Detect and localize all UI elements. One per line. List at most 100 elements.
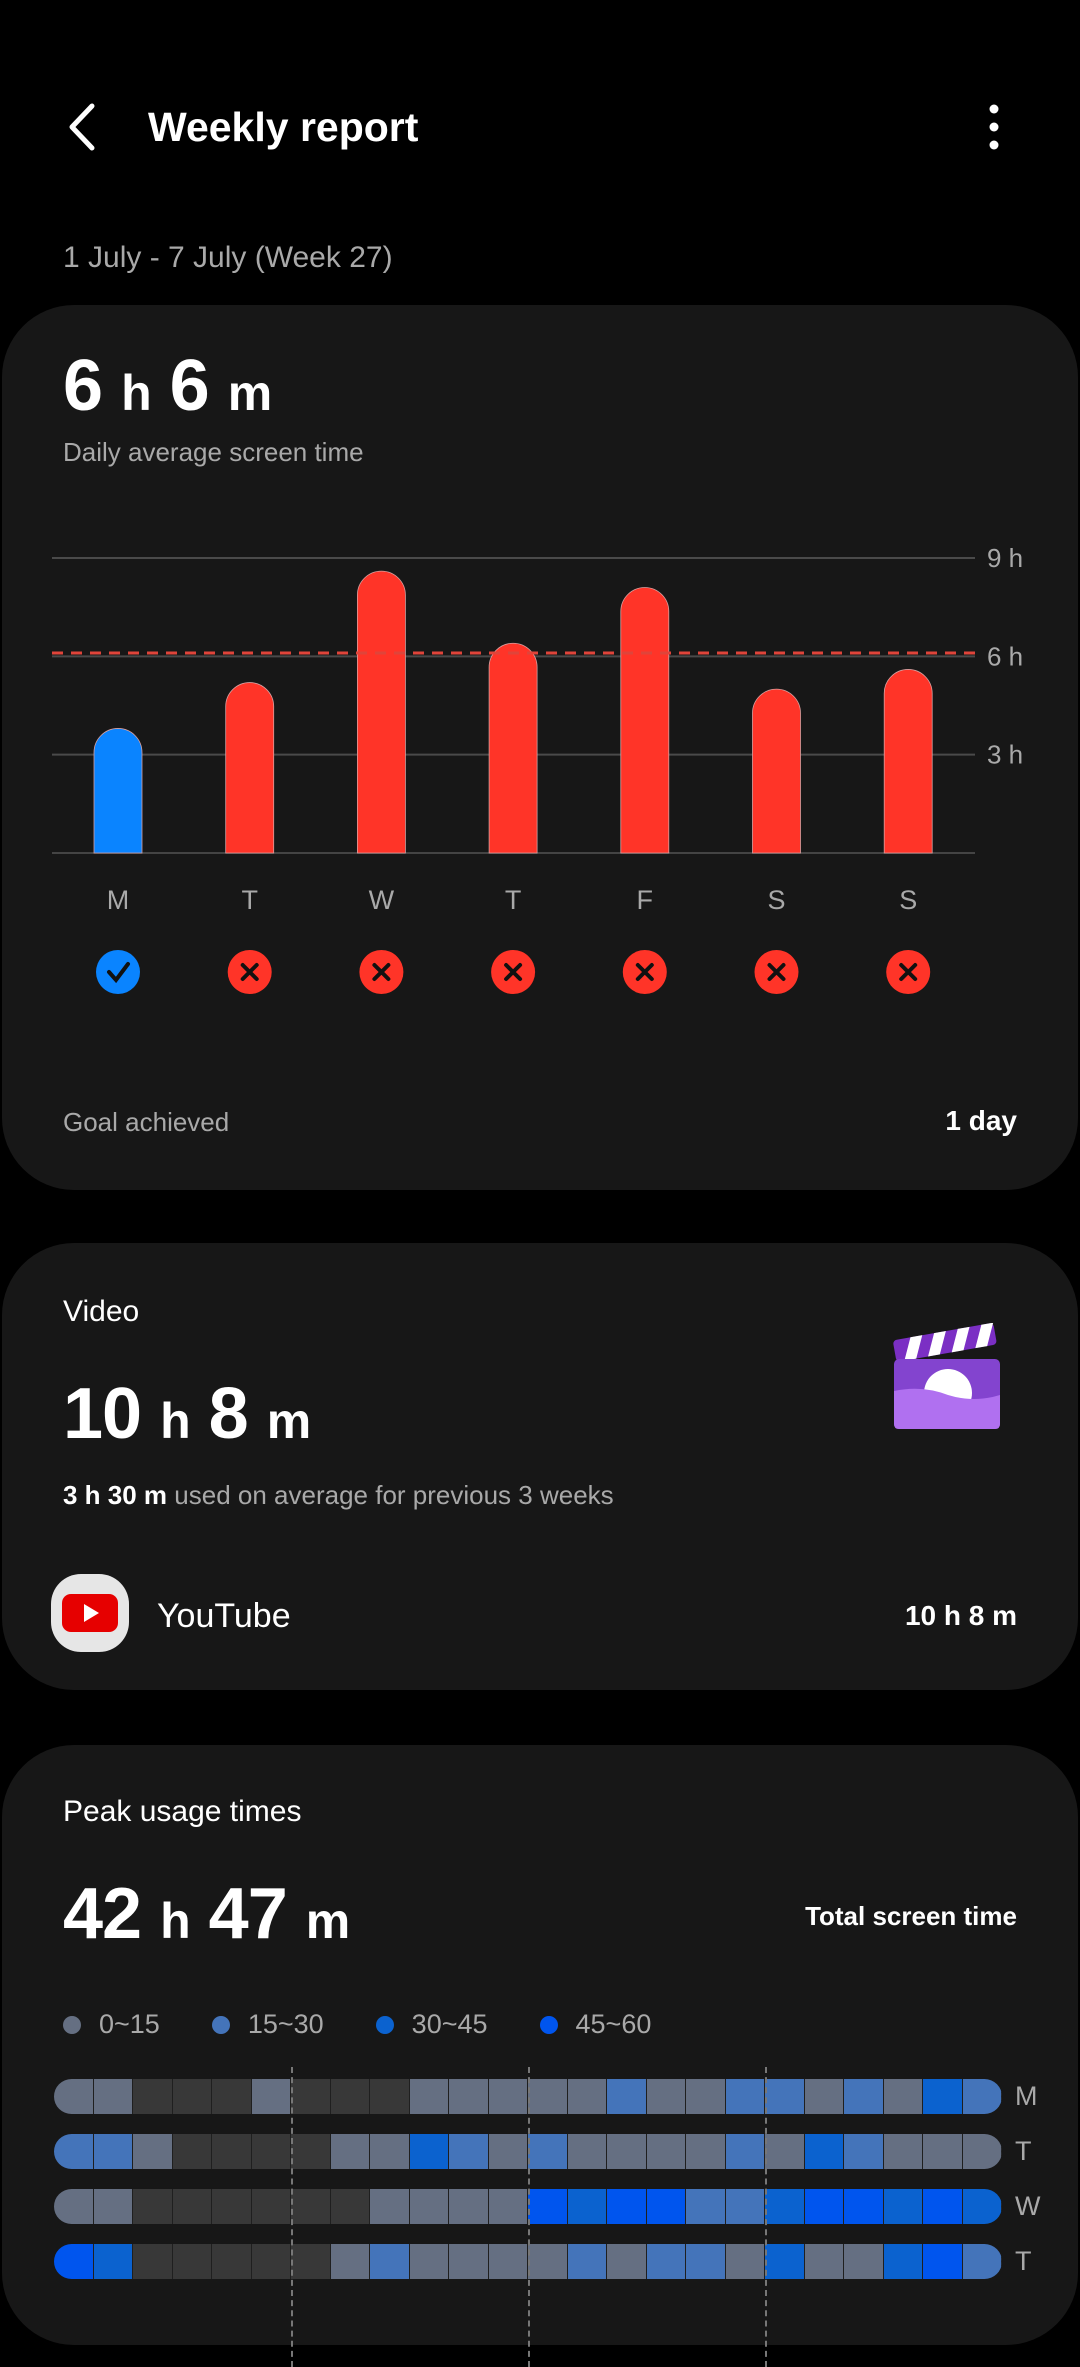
x-tick-label: S [767, 885, 785, 915]
heatmap-cell [844, 2244, 884, 2279]
bar [620, 587, 670, 854]
heatmap-day-label: W [1015, 2191, 1041, 2221]
x-tick-label: F [637, 885, 654, 915]
y-tick-label: 3 h [987, 740, 1023, 770]
heatmap-cell [686, 2134, 726, 2169]
more-options-button[interactable] [978, 104, 1010, 150]
heatmap-cell [370, 2134, 410, 2169]
heatmap-cell [172, 2244, 212, 2279]
bar [488, 642, 538, 854]
heatmap-cell [409, 2134, 449, 2169]
bar [883, 669, 933, 854]
heatmap-cell [804, 2244, 844, 2279]
x-tick-label: T [505, 885, 522, 915]
heatmap-cell [330, 2079, 370, 2114]
daily-average-label: Daily average screen time [63, 437, 364, 467]
heatmap-cell [93, 2134, 133, 2169]
heatmap-cell [844, 2079, 884, 2114]
heatmap-cell [607, 2079, 647, 2114]
x-mark [504, 963, 523, 981]
heatmap-cell [409, 2189, 449, 2224]
app-time: 10 h 8 m [904, 1600, 1017, 1631]
heatmap-day-label: T [1015, 2246, 1032, 2276]
date-range: 1 July - 7 July (Week 27) [63, 241, 393, 274]
x-tick-label: W [369, 885, 395, 915]
heatmap-cell [172, 2189, 212, 2224]
heatmap-cell [607, 2244, 647, 2279]
heatmap-cell [54, 2079, 94, 2114]
usage-legend: 0~15 15~30 30~45 45~60 [63, 2009, 703, 2040]
heatmap-cell [844, 2189, 884, 2224]
legend-item: 45~60 [539, 2009, 651, 2040]
heatmap-cell [923, 2079, 963, 2114]
heatmap-cell [93, 2244, 133, 2279]
heatmap-cell [488, 2244, 528, 2279]
heatmap-cell [844, 2134, 884, 2169]
heatmap-cell [330, 2189, 370, 2224]
heatmap-cell [804, 2134, 844, 2169]
heatmap-cell [330, 2134, 370, 2169]
check-mark [107, 962, 130, 984]
heatmap-cell [962, 2134, 1002, 2169]
peak-usage-card: Peak usage times 42 h 47 m Total screen … [2, 1745, 1078, 2367]
heatmap-cell [646, 2244, 686, 2279]
heatmap-cell [804, 2189, 844, 2224]
heatmap-cell [567, 2134, 607, 2169]
heatmap-cell [725, 2244, 765, 2279]
x-mark [372, 963, 391, 981]
heatmap-cell [54, 2244, 94, 2279]
heatmap-cell [449, 2244, 489, 2279]
heatmap-cell [923, 2244, 963, 2279]
heatmap-cell [883, 2244, 923, 2279]
bar [93, 728, 143, 854]
heatmap-cell [528, 2244, 568, 2279]
heatmap-cell [488, 2189, 528, 2224]
x-tick-label: T [241, 885, 258, 915]
heatmap-day-label: M [1015, 2081, 1038, 2111]
heatmap-cell [212, 2079, 252, 2114]
heatmap-cell [449, 2079, 489, 2114]
back-button[interactable] [62, 100, 106, 154]
heatmap-cell [567, 2189, 607, 2224]
heatmap-cell [251, 2079, 291, 2114]
heatmap-cell [54, 2134, 94, 2169]
goal-met-check-icon [96, 950, 140, 994]
heatmap-cell [212, 2134, 252, 2169]
page-title: Weekly report [148, 104, 419, 150]
video-category-card[interactable]: Video 10 h 8 m 3 h 30 m used on average … [2, 1243, 1078, 1690]
app-row-youtube[interactable]: YouTube 10 h 8 m [2, 1563, 1078, 1663]
heatmap-cell [923, 2189, 963, 2224]
bar [752, 688, 801, 854]
x-tick-label: M [107, 885, 130, 915]
goal-achieved-label: Goal achieved [63, 1107, 230, 1137]
heatmap-cell [765, 2244, 805, 2279]
legend-item: 30~45 [375, 2009, 488, 2040]
total-screen-time-label: Total screen time [805, 1901, 1017, 1931]
heatmap-cell [133, 2079, 173, 2114]
heatmap-cell [370, 2189, 410, 2224]
heatmap-cell [93, 2189, 133, 2224]
heatmap-day-label: T [1015, 2136, 1032, 2166]
heatmap-time-divider [528, 2067, 530, 2367]
screen-time-bar-chart: 3 h 6 h 9 h M T W T F S S [52, 543, 1023, 994]
heatmap-cell [962, 2079, 1002, 2114]
heatmap-cell [133, 2134, 173, 2169]
legend-dot [539, 2015, 558, 2034]
legend-dot [211, 2015, 230, 2034]
heatmap-cell [607, 2134, 647, 2169]
heatmap-row [54, 2079, 1002, 2114]
heatmap-row [54, 2134, 1002, 2169]
heatmap-cell [212, 2244, 252, 2279]
heatmap-cell [528, 2134, 568, 2169]
heatmap-cell [725, 2189, 765, 2224]
x-mark [635, 963, 654, 981]
bar [225, 682, 275, 854]
heatmap-cell [172, 2134, 212, 2169]
heatmap-cell [765, 2079, 805, 2114]
heatmap-cell [962, 2244, 1002, 2279]
heatmap-cell [291, 2079, 331, 2114]
heatmap-cell [962, 2189, 1002, 2224]
heatmap-cell [528, 2079, 568, 2114]
heatmap-cell [686, 2244, 726, 2279]
video-average-text: 3 h 30 m used on average for previous 3 … [63, 1480, 614, 1510]
